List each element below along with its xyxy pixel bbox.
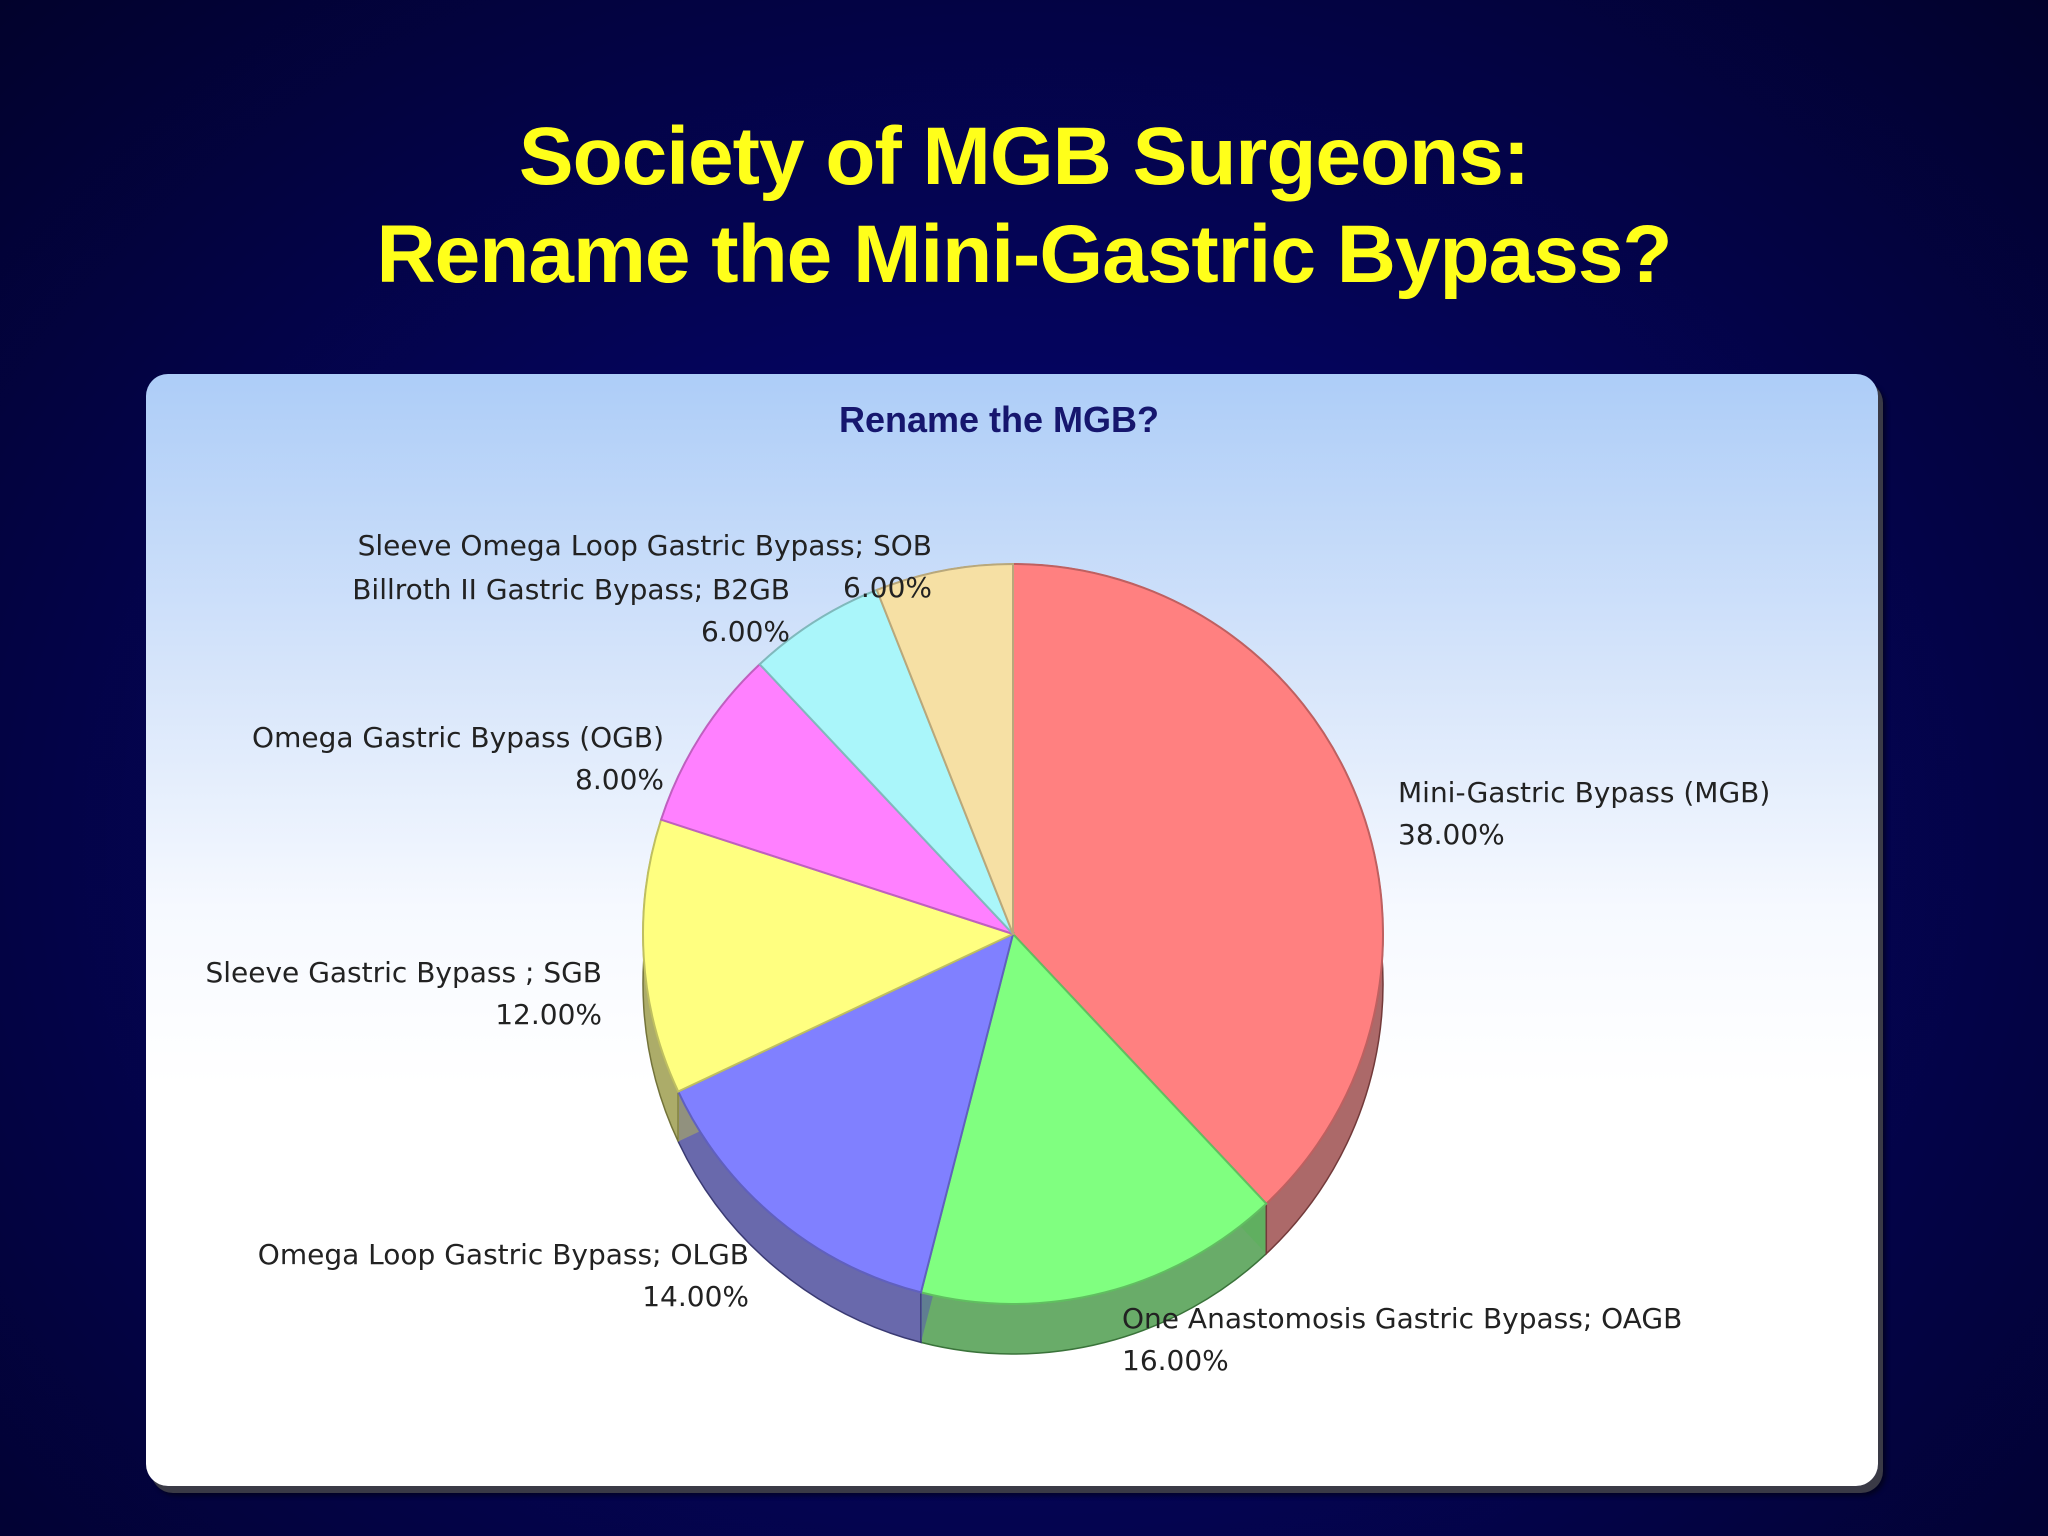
pie-slice xyxy=(659,662,1014,935)
chart-title: Rename the MGB? xyxy=(839,399,1159,440)
slice-label: Mini-Gastric Bypass (MGB) xyxy=(1398,776,1770,809)
slide-title: Society of MGB Surgeons: Rename the Mini… xyxy=(0,108,2048,304)
pie-slice xyxy=(919,931,1268,1305)
slice-value-label: 16.00% xyxy=(1122,1344,1229,1377)
pie-chart: Rename the MGB? Mini-Gastric Bypass (MGB… xyxy=(205,399,1770,1377)
pie-slice xyxy=(1012,562,1384,1206)
slice-value-label: 8.00% xyxy=(575,763,664,796)
slice-label: Sleeve Gastric Bypass ; SGB xyxy=(205,956,602,989)
slice-label: Omega Loop Gastric Bypass; OLGB xyxy=(258,1238,749,1271)
slice-value-label: 6.00% xyxy=(701,615,790,648)
slide-title-line1: Society of MGB Surgeons: xyxy=(518,111,1530,202)
pie-slice xyxy=(676,932,1015,1294)
slice-label: Sleeve Omega Loop Gastric Bypass; SOB xyxy=(358,529,932,562)
pie-slice xyxy=(642,818,1016,1093)
slice-tops xyxy=(642,562,1384,1305)
pie-slice xyxy=(875,562,1014,935)
slice-value-label: 14.00% xyxy=(642,1280,749,1313)
slice-label: Billroth II Gastric Bypass; B2GB xyxy=(352,573,790,606)
slice-value-label: 12.00% xyxy=(495,998,602,1031)
slice-label: Omega Gastric Bypass (OGB) xyxy=(252,721,664,754)
slice-value-label: 6.00% xyxy=(843,571,932,604)
slice-labels: Mini-Gastric Bypass (MGB) 38.00% One Anast… xyxy=(205,529,1770,1377)
slide-title-line2: Rename the Mini-Gastric Bypass? xyxy=(376,209,1672,300)
slice-value-label: 38.00% xyxy=(1398,818,1505,851)
chart-panel: Rename the MGB? Mini-Gastric Bypass (MGB… xyxy=(146,374,1878,1486)
pie-slice xyxy=(758,588,1014,935)
slice-label: One Anastomosis Gastric Bypass; OAGB xyxy=(1122,1302,1682,1335)
